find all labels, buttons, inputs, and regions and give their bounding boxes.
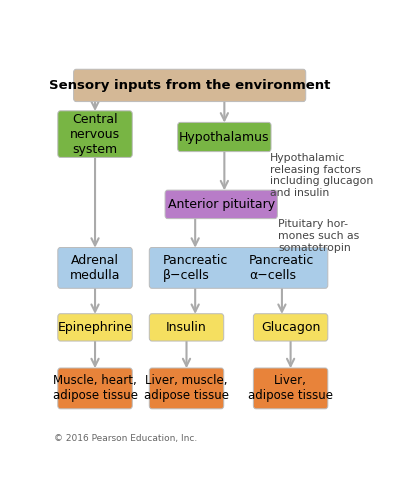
FancyBboxPatch shape [165,190,277,218]
Text: Insulin: Insulin [166,321,207,334]
FancyBboxPatch shape [58,368,132,409]
Text: © 2016 Pearson Education, Inc.: © 2016 Pearson Education, Inc. [54,434,197,443]
FancyBboxPatch shape [149,368,224,409]
Text: Anterior pituitary: Anterior pituitary [168,198,275,211]
Text: Hypothalamus: Hypothalamus [179,130,269,143]
FancyBboxPatch shape [74,69,306,102]
Text: Epinephrine: Epinephrine [58,321,132,334]
FancyBboxPatch shape [58,111,132,158]
FancyBboxPatch shape [58,248,132,288]
Text: Pancreatic
α−cells: Pancreatic α−cells [249,254,315,282]
Text: Liver,
adipose tissue: Liver, adipose tissue [248,374,333,402]
Text: Central
nervous
system: Central nervous system [70,112,120,156]
Text: Muscle, heart,
adipose tissue: Muscle, heart, adipose tissue [53,374,138,402]
Text: Liver, muscle,
adipose tissue: Liver, muscle, adipose tissue [144,374,229,402]
Text: Glucagon: Glucagon [261,321,320,334]
Text: Pituitary hor-
mones such as
somatotropin: Pituitary hor- mones such as somatotropi… [278,220,359,252]
Text: Pancreatic
β−cells: Pancreatic β−cells [162,254,228,282]
Text: Adrenal
medulla: Adrenal medulla [70,254,120,282]
FancyBboxPatch shape [58,314,132,341]
FancyBboxPatch shape [178,122,271,152]
FancyBboxPatch shape [254,314,328,341]
FancyBboxPatch shape [149,248,328,288]
FancyBboxPatch shape [254,368,328,409]
Text: Hypothalamic
releasing factors
including glucagon
and insulin: Hypothalamic releasing factors including… [270,153,373,198]
Text: Sensory inputs from the environment: Sensory inputs from the environment [49,79,330,92]
FancyBboxPatch shape [149,314,224,341]
